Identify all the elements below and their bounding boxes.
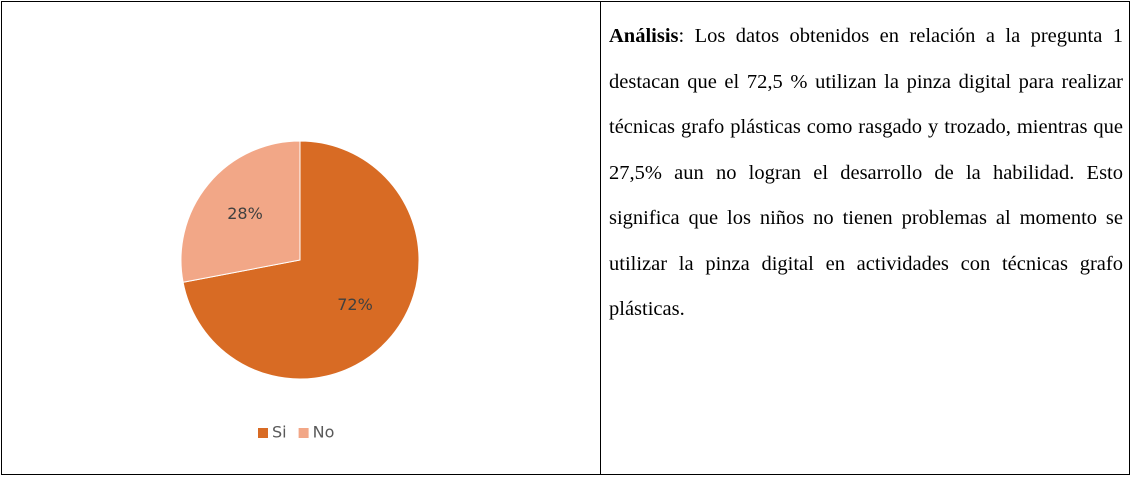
- analysis-label: Análisis: [609, 25, 679, 47]
- pie-slice: [180, 140, 301, 283]
- legend-label: No: [313, 423, 335, 442]
- analysis-paragraph: Análisis: Los datos obtenidos en relació…: [609, 14, 1123, 333]
- analysis-text: : Los datos obtenidos en relación a la p…: [609, 25, 1123, 320]
- legend-swatch: [258, 428, 268, 438]
- legend-swatch: [298, 428, 309, 438]
- text-cell: Análisis: Los datos obtenidos en relació…: [601, 2, 1129, 474]
- pie-slice: [182, 140, 420, 380]
- slice-label: 72%: [337, 295, 373, 314]
- pie-chart: 72% 28% Si No: [180, 140, 420, 442]
- slice-label: 28%: [227, 204, 263, 223]
- chart-cell: 72% 28% Si No: [2, 2, 601, 474]
- legend-label: Si: [272, 423, 287, 442]
